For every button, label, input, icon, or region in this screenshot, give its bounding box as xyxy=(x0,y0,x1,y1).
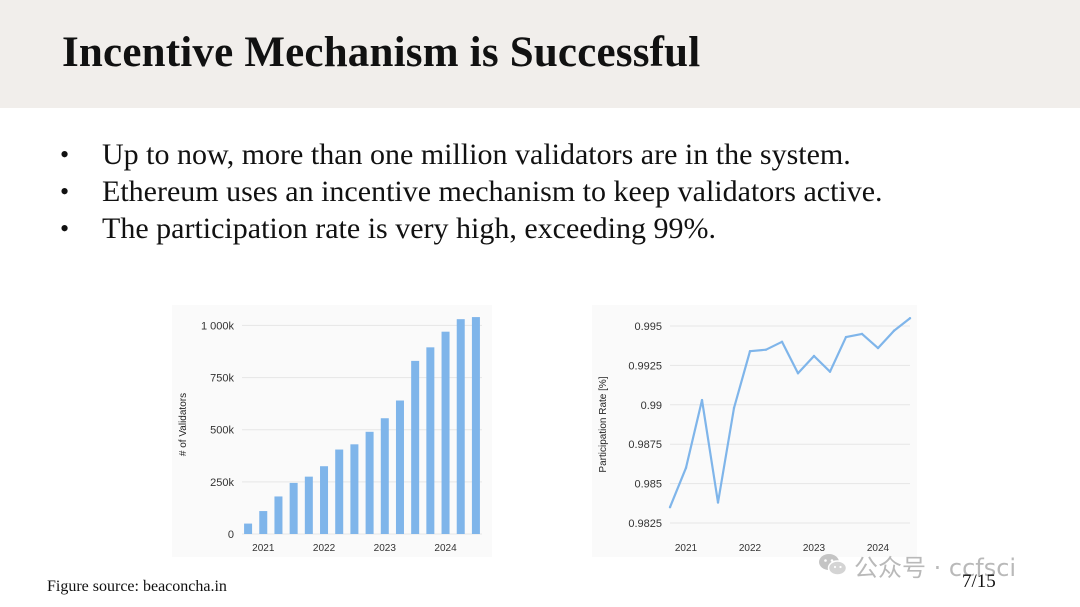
participation-point xyxy=(684,466,688,470)
validator-bar xyxy=(456,319,465,534)
x-tick-label: 2023 xyxy=(374,543,397,554)
chart-background xyxy=(172,305,492,557)
participation-point xyxy=(892,329,896,332)
participation-point xyxy=(876,346,880,350)
y-tick-label: 0.9925 xyxy=(628,360,662,372)
participation-series-line xyxy=(668,317,911,508)
bullet-text: The participation rate is very high, exc… xyxy=(102,212,716,245)
x-tick-label: 2024 xyxy=(434,543,457,554)
x-tick-label: 2021 xyxy=(675,543,698,554)
participation-point xyxy=(748,350,752,353)
participation-point xyxy=(844,335,848,339)
watermark-text: 公众号 · ccfsci xyxy=(854,553,1017,582)
bullet-marker: • xyxy=(60,140,70,169)
y-tick-label: 0.985 xyxy=(634,479,662,491)
participation-point xyxy=(668,506,672,509)
y-tick-label: 0.995 xyxy=(634,321,662,333)
bullet-marker: • xyxy=(60,214,70,243)
validators-bar-chart: 0 250k 500k 750k 1 000k 2021 2022 2023 2024 # of … xyxy=(172,305,492,557)
x-tick-label: 2023 xyxy=(803,543,826,554)
participation-point xyxy=(860,332,864,336)
wechat-icon xyxy=(819,554,848,576)
y-axis-label: Participation Rate [%] xyxy=(598,376,609,472)
y-tick-label: 750k xyxy=(210,373,234,385)
validator-bar xyxy=(441,331,450,534)
title-bar xyxy=(0,0,1080,108)
validator-bar xyxy=(259,511,268,534)
participation-point xyxy=(764,348,768,351)
validator-bar xyxy=(350,444,359,534)
x-tick-label: 2021 xyxy=(252,543,275,554)
participation-line-chart: 0.9825 0.985 0.9875 0.99 0.9925 0.995 2021 2022… xyxy=(592,305,917,557)
y-tick-label: 0.9875 xyxy=(628,439,662,451)
participation-point xyxy=(908,316,912,320)
page-number: 7/15 xyxy=(962,571,996,592)
validator-bar xyxy=(304,476,313,534)
y-tick-label: 250k xyxy=(210,477,234,489)
x-tick-label: 2022 xyxy=(313,543,336,554)
chart-background xyxy=(592,305,917,557)
validator-bar xyxy=(289,482,298,534)
validator-bar xyxy=(380,418,389,534)
y-tick-label: 1 000k xyxy=(201,320,235,332)
validator-bar xyxy=(395,400,404,534)
validator-bar xyxy=(320,466,329,534)
y-tick-label: 0.9825 xyxy=(628,518,662,530)
bullet-list: • Up to now, more than one million valid… xyxy=(60,136,883,247)
slide-title: Incentive Mechanism is Successful xyxy=(62,29,701,76)
participation-point xyxy=(812,354,816,358)
bullet-marker: • xyxy=(60,177,70,206)
participation-point xyxy=(796,372,800,375)
x-tick-label: 2024 xyxy=(867,543,890,554)
validator-bar xyxy=(244,523,253,534)
x-tick-label: 2022 xyxy=(739,543,762,554)
validator-bar xyxy=(274,496,283,534)
validator-bar xyxy=(411,360,420,534)
bullet-text: Ethereum uses an incentive mechanism to … xyxy=(102,175,883,208)
participation-point xyxy=(732,406,736,410)
bullet-item: • The participation rate is very high, e… xyxy=(60,210,883,247)
bullet-item: • Ethereum uses an incentive mechanism t… xyxy=(60,173,883,210)
bullet-item: • Up to now, more than one million valid… xyxy=(60,136,883,173)
validator-bar xyxy=(335,449,344,534)
validator-bar xyxy=(471,317,480,534)
watermark: 公众号 · ccfsci xyxy=(818,551,1016,582)
participation-point xyxy=(700,398,704,402)
y-tick-label: 0.99 xyxy=(641,400,662,412)
y-tick-label: 500k xyxy=(210,425,234,437)
participation-point xyxy=(780,340,784,343)
bullet-text: Up to now, more than one million validat… xyxy=(102,138,851,171)
figure-source: Figure source: beaconcha.in xyxy=(47,578,227,595)
y-tick-label: 0 xyxy=(228,529,234,541)
validator-bar xyxy=(426,347,435,534)
participation-point xyxy=(716,501,720,504)
validator-bar xyxy=(365,431,374,534)
participation-point xyxy=(828,370,832,373)
y-axis-label: # of Validators xyxy=(178,393,189,456)
